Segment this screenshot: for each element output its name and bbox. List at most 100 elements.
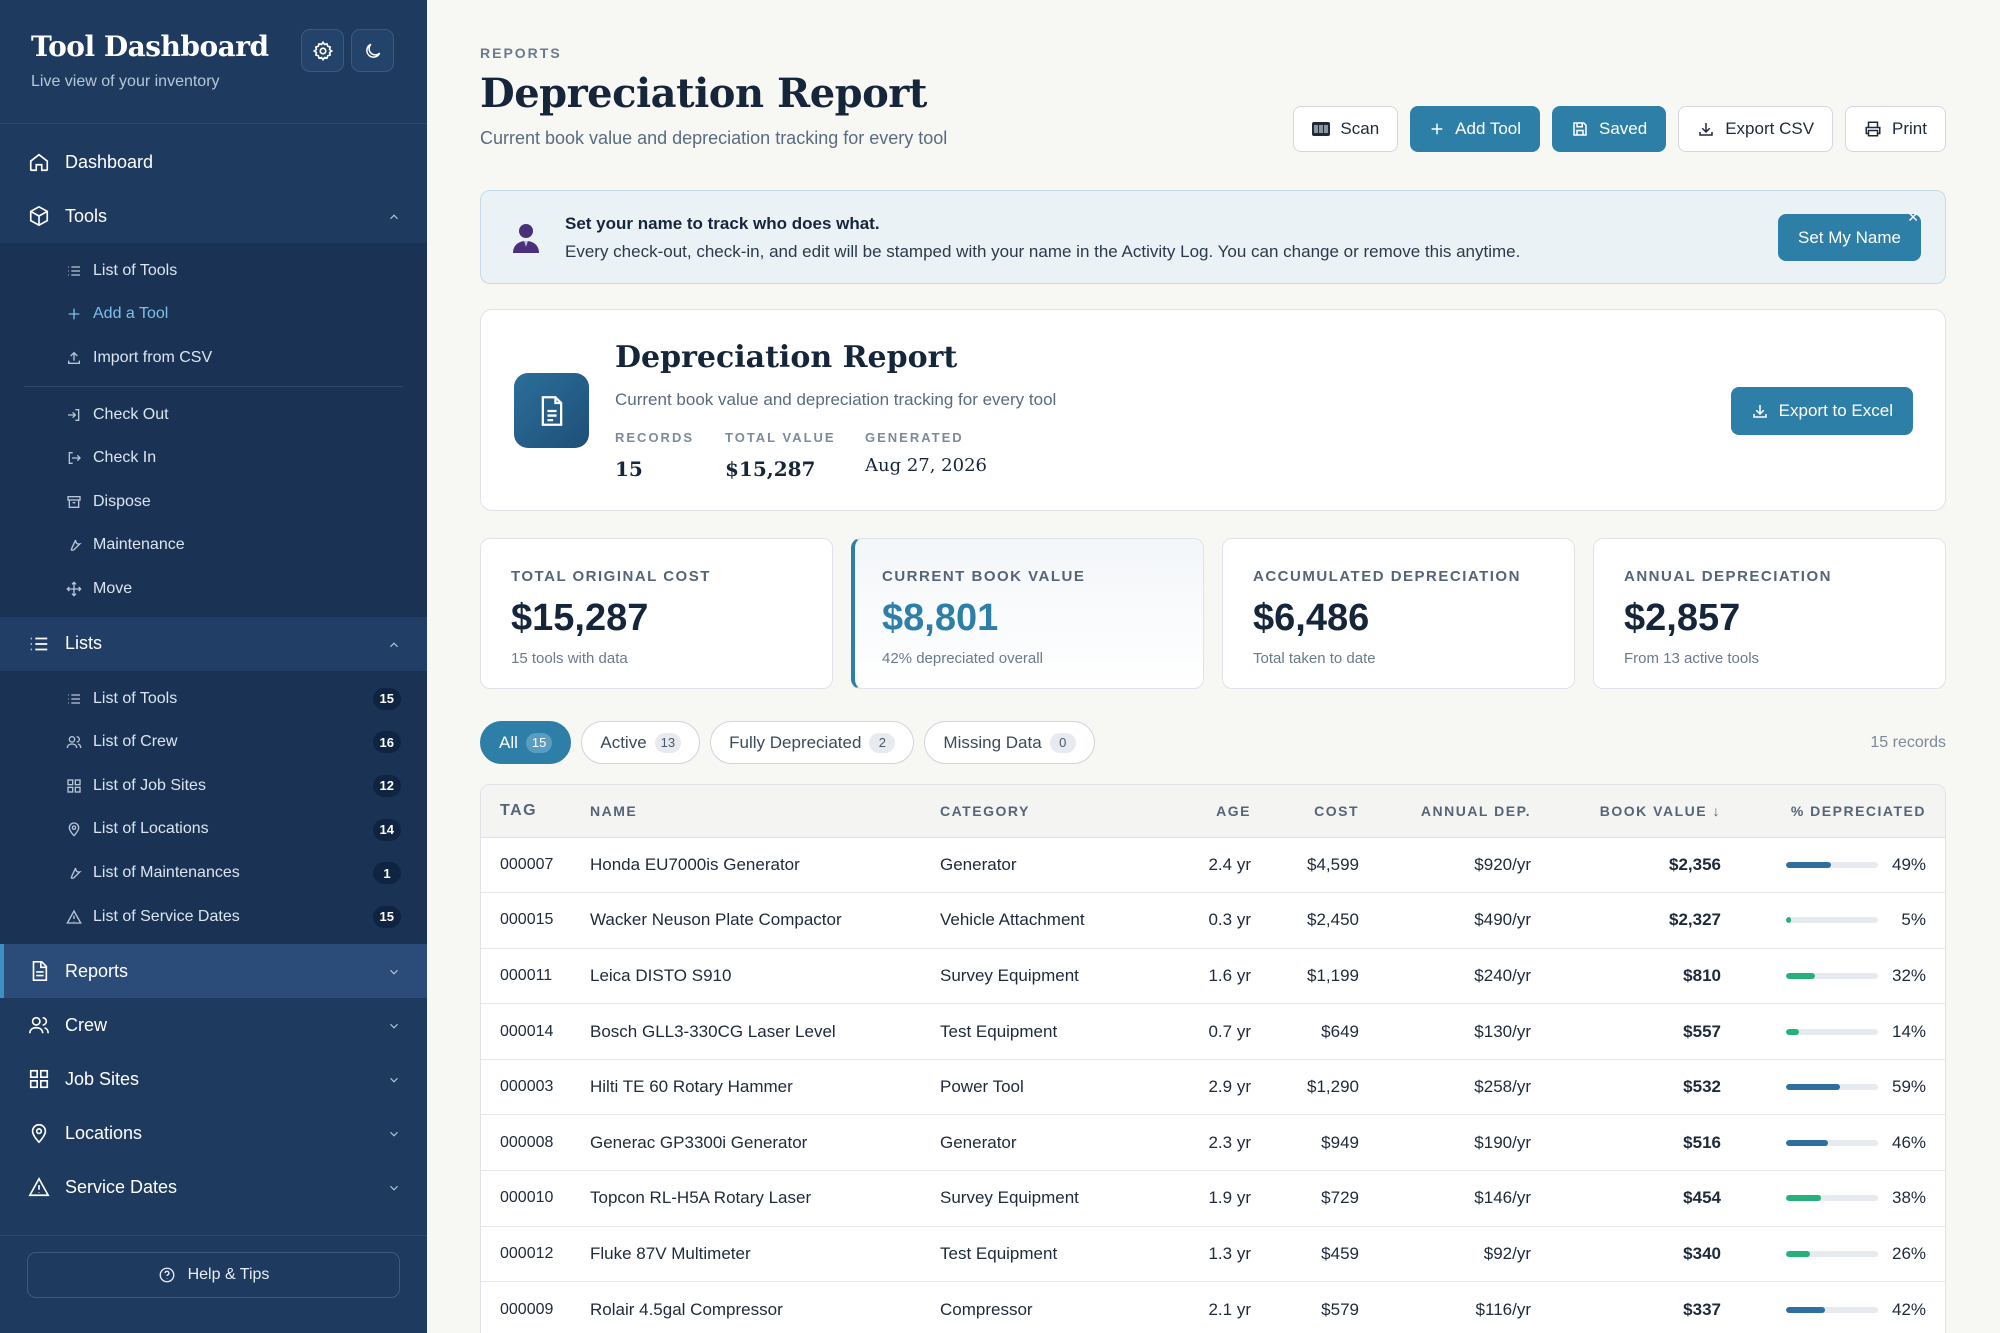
filter-label: All: [499, 732, 518, 752]
table-row[interactable]: 000014 Bosch GLL3-330CG Laser Level Test E…: [481, 1003, 1945, 1060]
progress-fill: [1786, 861, 1832, 868]
saved-label: Saved: [1599, 119, 1648, 138]
column-header-cost[interactable]: COST: [1251, 785, 1359, 838]
cell-category: Test Equipment: [940, 1226, 1151, 1283]
table-row[interactable]: 000011 Leica DISTO S910 Survey Equipment 1.…: [481, 948, 1945, 1005]
add-tool-button[interactable]: Add Tool: [1410, 106, 1541, 152]
column-header-age[interactable]: AGE: [1151, 785, 1251, 838]
chevron-down-icon: [387, 963, 401, 984]
saved-button[interactable]: Saved: [1552, 106, 1667, 152]
table-row[interactable]: 000010 Topcon RL-H5A Rotary Laser Survey E…: [481, 1170, 1945, 1227]
help-tips-button[interactable]: Help & Tips: [27, 1252, 400, 1298]
filter-missing-data[interactable]: Missing Data 0: [924, 721, 1095, 764]
scan-button[interactable]: Scan: [1293, 106, 1399, 152]
cell-annual-dep: $130/yr: [1359, 1003, 1531, 1060]
nav-job-sites-label: Job Sites: [65, 1068, 140, 1089]
sidebar-item-list-of-locations[interactable]: List of Locations 14: [0, 808, 427, 852]
set-my-name-button[interactable]: Set My Name: [1778, 214, 1921, 261]
table-row[interactable]: 000008 Generac GP3300i Generator Generator…: [481, 1114, 1945, 1172]
close-icon[interactable]: ✕: [1907, 209, 1919, 225]
count-badge: 14: [372, 818, 401, 841]
table-row[interactable]: 000009 Rolair 4.5gal Compressor Compressor…: [481, 1281, 1945, 1333]
cell-annual-dep: $116/yr: [1359, 1281, 1531, 1333]
nav-dashboard[interactable]: Dashboard: [0, 135, 427, 189]
sidebar-item-label: List of Tools: [93, 261, 178, 279]
nav-job-sites[interactable]: Job Sites: [0, 1052, 427, 1106]
report-summary-card: Depreciation Report Current book value a…: [480, 309, 1946, 511]
dark-mode-toggle[interactable]: [351, 29, 394, 72]
cell-category: Vehicle Attachment: [940, 892, 1151, 949]
export-to-excel-label: Export to Excel: [1778, 401, 1893, 420]
filter-all[interactable]: All 15: [480, 721, 572, 764]
depreciation-progress-bar: [1786, 1195, 1878, 1202]
table-row[interactable]: 000007 Honda EU7000is Generator Generator 2…: [481, 837, 1945, 894]
count-badge: 15: [372, 687, 401, 710]
sidebar-item-label: List of Service Dates: [93, 907, 240, 925]
user-icon: [511, 222, 541, 259]
cell-annual-dep: $240/yr: [1359, 948, 1531, 1005]
nav-locations[interactable]: Locations: [0, 1106, 427, 1160]
upload-icon: [65, 349, 83, 367]
sidebar-item-list-of-job-sites[interactable]: List of Job Sites 12: [0, 764, 427, 808]
cell-category: Power Tool: [940, 1059, 1151, 1116]
table-row[interactable]: 000015 Wacker Neuson Plate Compactor Vehic…: [481, 892, 1945, 949]
column-header-book-value[interactable]: BOOK VALUE ↓: [1531, 785, 1721, 838]
cell-age: 1.3 yr: [1151, 1226, 1251, 1283]
sidebar-item-check-out[interactable]: Check Out: [0, 393, 427, 437]
total-value-meta: TOTAL VALUE $15,287: [725, 430, 836, 481]
sidebar-item-label: List of Locations: [93, 820, 209, 838]
nav-service-dates[interactable]: Service Dates: [0, 1160, 427, 1214]
cell-age: 2.1 yr: [1151, 1281, 1251, 1333]
export-csv-button[interactable]: Export CSV: [1678, 106, 1834, 152]
nav-lists[interactable]: Lists: [0, 616, 427, 671]
sidebar-item-label: Maintenance: [93, 536, 185, 554]
cell-annual-dep: $92/yr: [1359, 1226, 1531, 1283]
sidebar-item-maintenance[interactable]: Maintenance: [0, 524, 427, 568]
stat-value: $15,287: [511, 597, 649, 639]
filter-fully-depreciated[interactable]: Fully Depreciated 2: [710, 721, 915, 764]
table-row[interactable]: 000003 Hilti TE 60 Rotary Hammer Power Too…: [481, 1059, 1945, 1116]
sidebar-item-list-of-service-dates[interactable]: List of Service Dates 15: [0, 895, 427, 939]
sidebar-item-list-of-tools[interactable]: List of Tools: [0, 249, 427, 293]
depreciation-progress-bar: [1786, 1139, 1878, 1146]
cell-pct-depreciated: 14%: [1721, 1003, 1945, 1060]
sidebar-item-import-csv[interactable]: Import from CSV: [0, 336, 427, 380]
cell-annual-dep: $490/yr: [1359, 892, 1531, 949]
sidebar-item-list-of-tools[interactable]: List of Tools 15: [0, 677, 427, 721]
settings-button[interactable]: [301, 29, 344, 72]
print-button[interactable]: Print: [1845, 106, 1946, 152]
count-badge: 12: [372, 774, 401, 797]
cell-category: Survey Equipment: [940, 1170, 1151, 1227]
column-header-annual-dep[interactable]: ANNUAL DEP.: [1359, 785, 1531, 838]
report-document-icon: [514, 373, 589, 448]
nav-locations-label: Locations: [65, 1122, 143, 1143]
nav-crew[interactable]: Crew: [0, 998, 427, 1052]
total-value-value: $15,287: [725, 457, 816, 481]
breadcrumb: REPORTS: [480, 45, 562, 61]
filter-active[interactable]: Active 13: [581, 721, 701, 764]
column-header-pct-depreciated[interactable]: % DEPRECIATED: [1721, 785, 1945, 838]
column-header-tag[interactable]: TAG: [481, 785, 590, 838]
table-row[interactable]: 000012 Fluke 87V Multimeter Test Equipment…: [481, 1226, 1945, 1283]
column-header-category[interactable]: CATEGORY: [940, 785, 1151, 838]
sidebar-item-label: Add a Tool: [93, 305, 169, 323]
depreciation-progress-bar: [1786, 861, 1878, 868]
cell-tag: 000011: [481, 948, 590, 1005]
sidebar-item-move[interactable]: Move: [0, 567, 427, 611]
sidebar-item-list-of-maintenances[interactable]: List of Maintenances 1: [0, 851, 427, 895]
export-to-excel-button[interactable]: Export to Excel: [1730, 387, 1913, 435]
sidebar-item-check-in[interactable]: Check In: [0, 436, 427, 480]
sidebar-item-add-a-tool[interactable]: Add a Tool: [0, 293, 427, 337]
nav-tools[interactable]: Tools: [0, 189, 427, 243]
nav-reports[interactable]: Reports: [0, 944, 427, 999]
chevron-up-icon: [387, 208, 401, 229]
sidebar-item-label: Check In: [93, 449, 157, 467]
filter-label: Fully Depreciated: [729, 732, 862, 752]
cell-name: Hilti TE 60 Rotary Hammer: [590, 1059, 940, 1116]
main-content: REPORTS Depreciation Report Current book…: [427, 0, 2000, 1333]
count-badge: 1: [373, 862, 401, 885]
cell-pct-depreciated: 26%: [1721, 1226, 1945, 1283]
column-header-name[interactable]: NAME: [590, 785, 940, 838]
sidebar-item-list-of-crew[interactable]: List of Crew 16: [0, 720, 427, 764]
sidebar-item-dispose[interactable]: Dispose: [0, 480, 427, 524]
